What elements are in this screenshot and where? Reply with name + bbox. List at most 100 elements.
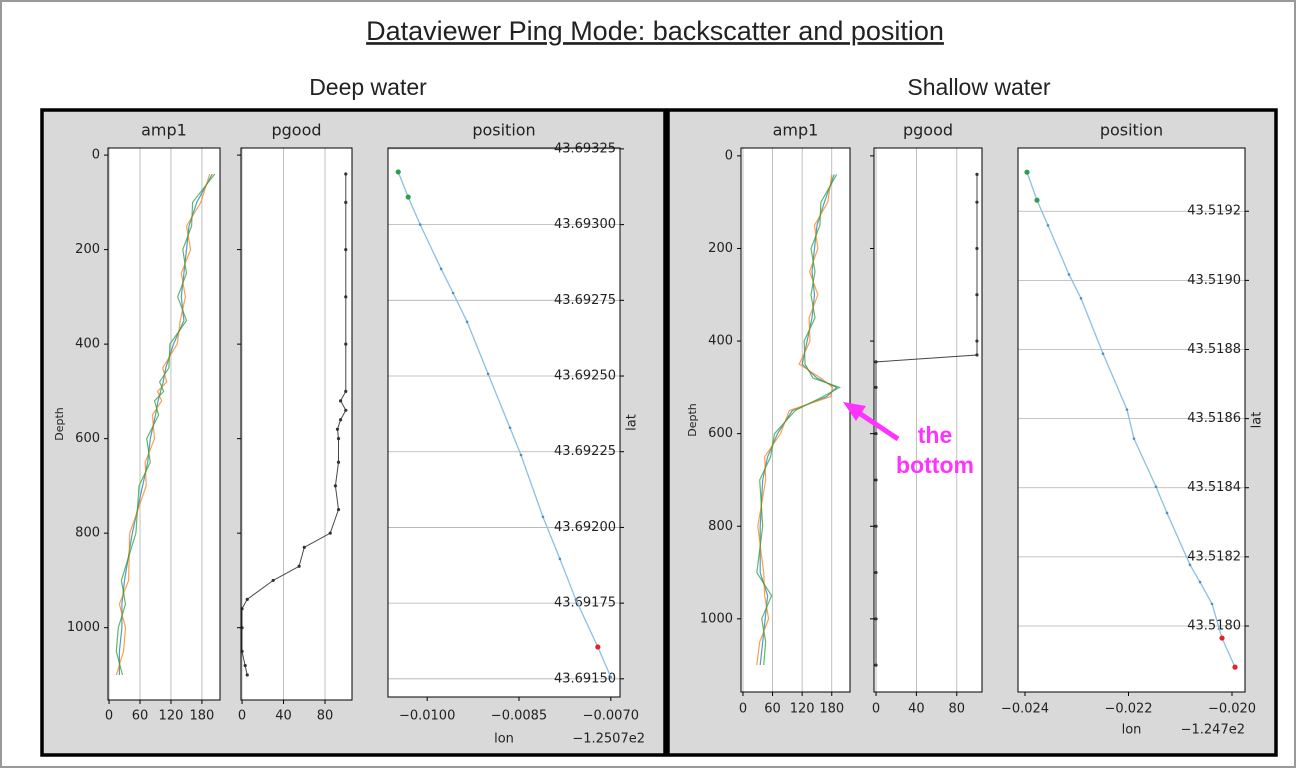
y-tick-label: 43.5192: [1187, 204, 1241, 219]
axes-frame: [874, 148, 982, 692]
y-tick-label: 0: [725, 148, 733, 163]
y-tick-label: 1000: [67, 620, 100, 635]
y-axis-label: lat: [1250, 412, 1265, 429]
x-tick-label: 0: [238, 709, 246, 724]
profile-point: [874, 385, 878, 389]
track-point: [1198, 580, 1202, 584]
profile-point: [302, 545, 306, 549]
profile-point: [874, 360, 878, 364]
axes-title: pgood: [271, 121, 321, 140]
track-point: [1219, 635, 1225, 641]
profile-point: [975, 172, 979, 176]
y-tick-label: 43.5186: [1187, 411, 1241, 426]
x-offset-label: −1.2507e2: [572, 732, 645, 747]
track-point: [574, 598, 578, 602]
profile-point: [336, 507, 341, 512]
y-axis-label: Depth: [53, 407, 66, 441]
x-tick-label: −0.022: [1104, 702, 1152, 717]
y-tick-label: 43.5190: [1187, 273, 1241, 288]
profile-point: [344, 389, 348, 393]
profile-point: [975, 293, 979, 297]
x-tick-label: 60: [132, 709, 149, 724]
profile-point: [336, 460, 341, 464]
annotation-arrow: [854, 408, 900, 442]
y-tick-label: 43.69225: [554, 444, 616, 459]
y-tick-label: 43.69200: [554, 520, 616, 535]
track-point: [541, 515, 545, 519]
track-point: [609, 675, 613, 679]
profile-point: [344, 408, 348, 412]
track-point: [1125, 408, 1129, 411]
track-point: [1154, 485, 1158, 489]
x-tick-label: −0.0100: [399, 709, 455, 724]
y-tick-label: 600: [708, 426, 733, 441]
x-tick-label: −0.0085: [491, 709, 547, 724]
y-tick-label: 400: [708, 334, 733, 349]
axes-title: position: [1100, 121, 1163, 140]
axes-frame: [741, 148, 850, 692]
x-tick-label: 180: [819, 702, 844, 717]
track-point: [465, 320, 469, 324]
profile-point: [271, 578, 275, 583]
x-tick-label: 0: [872, 702, 880, 717]
x-tick-label: 40: [908, 702, 925, 717]
track-point: [1210, 602, 1214, 606]
y-tick-label: 600: [75, 431, 100, 446]
axes-border: [240, 147, 353, 701]
profile-point: [344, 200, 348, 204]
axes-frame: [241, 148, 352, 700]
x-axis-label: lon: [494, 732, 514, 747]
track-point: [451, 291, 455, 295]
y-axis-label: Depth: [686, 403, 699, 437]
axes-border: [1017, 147, 1246, 693]
track-point: [558, 557, 562, 561]
profile-line: [875, 174, 978, 666]
x-tick-label: 180: [190, 709, 215, 724]
profile-point: [975, 353, 979, 357]
profile-point: [245, 597, 249, 601]
x-tick-label: −0.020: [1208, 702, 1256, 717]
x-tick-label: 80: [317, 709, 334, 724]
annotation-text: the: [918, 422, 953, 448]
panel-title: Deep water: [309, 74, 427, 100]
y-tick-label: 800: [75, 526, 100, 541]
x-offset-label: −1.247e2: [1181, 723, 1245, 738]
profile-point: [874, 524, 878, 528]
y-tick-label: 200: [708, 241, 733, 256]
profile-point: [333, 484, 338, 488]
track-point: [1034, 197, 1040, 203]
profile-point: [874, 432, 878, 436]
y-tick-label: 43.5182: [1187, 549, 1241, 564]
profile-point: [344, 248, 348, 252]
track-point: [1132, 437, 1136, 440]
x-tick-label: 0: [105, 709, 113, 724]
x-tick-label: −0.024: [1001, 702, 1049, 717]
x-tick-label: 120: [790, 702, 815, 717]
profile-point: [975, 200, 979, 204]
axes-frame: [1018, 148, 1245, 692]
x-tick-label: 40: [275, 709, 292, 724]
profile-line: [241, 174, 347, 676]
y-tick-label: 400: [75, 337, 100, 352]
track-point: [439, 267, 443, 271]
x-tick-label: 80: [948, 702, 965, 717]
track-point: [519, 453, 523, 457]
track-line: [397, 171, 612, 678]
profile-point: [874, 617, 878, 621]
profile-point: [335, 427, 340, 431]
x-tick-label: 120: [159, 709, 184, 724]
annotation-text: bottom: [896, 452, 974, 478]
profile-point: [328, 531, 332, 535]
axes-border: [387, 147, 621, 698]
axes-border: [740, 147, 851, 693]
track-point: [1079, 297, 1083, 300]
axes-title: pgood: [903, 121, 953, 140]
track-point: [1024, 169, 1030, 175]
y-tick-label: 1000: [700, 611, 733, 626]
y-tick-label: 43.69175: [554, 596, 616, 611]
y-axis-label: lat: [625, 414, 640, 431]
track-point: [486, 372, 490, 376]
profile-point: [245, 673, 249, 677]
